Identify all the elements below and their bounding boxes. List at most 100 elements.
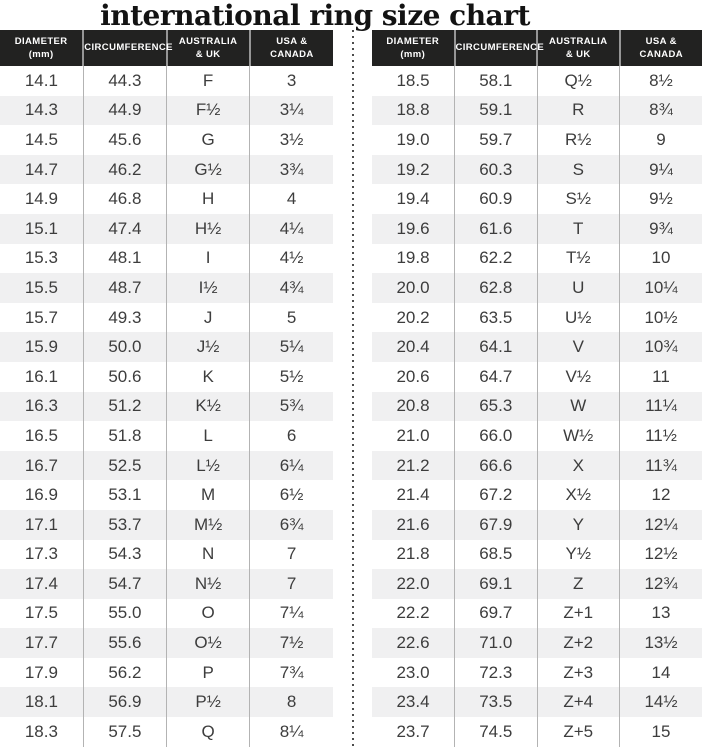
table-cell: 59.7 (454, 125, 537, 155)
table-cell: V½ (536, 361, 620, 392)
table-cell: W½ (536, 421, 620, 451)
table-header-left: DIAMETER (mm) CIRCUMFERENCE AUSTRALIA & … (0, 30, 333, 66)
table-cell: 18.5 (396, 70, 430, 90)
table-cell: 15.3 (24, 248, 58, 268)
table-cell: 73.5 (454, 687, 537, 718)
table-cell: R½ (536, 125, 620, 155)
table-cell: 6½ (249, 480, 333, 510)
table-row: 19.4 60.9 S½ 9½ (372, 184, 702, 214)
table-cell: 10¼ (619, 273, 702, 303)
table-row: 15.5 48.7 I½ 4¾ (0, 273, 333, 303)
table-cell: 63.5 (454, 302, 537, 333)
table-cell: 16.1 (24, 366, 58, 386)
table-cell: N½ (165, 569, 250, 599)
table-cell: U (536, 273, 620, 303)
table-cell: 3 (249, 66, 333, 96)
table-cell: 5¼ (249, 332, 333, 362)
table-cell: L½ (165, 450, 250, 481)
table-row: 17.3 54.3 N 7 (0, 539, 333, 570)
table-cell: 7 (249, 539, 333, 570)
table-cell: Z+5 (536, 717, 620, 747)
table-cell: 66.6 (454, 450, 537, 481)
table-body-right: 18.5 58.1 Q½ 8½ 18.8 59.1 R 8¾ 19.0 59.7 R½ 9 19.2 60… (372, 66, 702, 747)
table-cell: 4¾ (249, 273, 333, 303)
table-cell: 45.6 (82, 125, 167, 155)
table-cell: 21.4 (396, 485, 430, 505)
table-cell: 46.8 (82, 184, 167, 214)
table-cell: 50.6 (82, 361, 167, 392)
table-cell: 21.0 (396, 425, 430, 445)
table-cell: P (165, 657, 250, 688)
table-cell: I (165, 243, 250, 274)
table-cell: 14.1 (24, 70, 58, 90)
table-cell: 4½ (249, 243, 333, 274)
table-cell: 22.6 (396, 633, 430, 653)
table-cell: 53.1 (82, 480, 167, 510)
table-row: 21.6 67.9 Y 12¼ (372, 509, 702, 540)
table-cell: Q (165, 717, 250, 747)
table-cell: U½ (536, 302, 620, 333)
table-row: 14.3 44.9 F½ 3¼ (0, 95, 333, 126)
dotted-divider (351, 30, 354, 747)
tables-container: DIAMETER (mm) CIRCUMFERENCE AUSTRALIA & … (0, 30, 702, 747)
table-cell: 4 (249, 184, 333, 214)
table-cell: 69.7 (454, 598, 537, 629)
table-cell: 16.5 (24, 425, 58, 445)
table-row: 19.6 61.6 T 9¾ (372, 213, 702, 244)
table-cell: N (165, 539, 250, 570)
table-cell: 8¼ (249, 717, 333, 747)
table-cell: L (165, 421, 250, 451)
table-cell: Y (536, 509, 620, 540)
table-cell: 71.0 (454, 628, 537, 658)
table-cell: 7 (249, 569, 333, 599)
table-row: 17.1 53.7 M½ 6¾ (0, 509, 333, 540)
table-cell: 68.5 (454, 539, 537, 570)
table-row: 14.7 46.2 G½ 3¾ (0, 154, 333, 185)
table-cell: 12½ (619, 539, 702, 570)
table-row: 22.2 69.7 Z+1 13 (372, 598, 702, 629)
table-cell: 62.2 (454, 243, 537, 274)
table-cell: 18.8 (396, 100, 430, 120)
table-cell: S½ (536, 184, 620, 214)
table-row: 23.4 73.5 Z+4 14½ (372, 687, 702, 718)
table-cell: R (536, 95, 620, 126)
table-cell: 20.6 (396, 366, 430, 386)
table-cell: 59.1 (454, 95, 537, 126)
table-row: 17.7 55.6 O½ 7½ (0, 628, 333, 658)
table-cell: 54.3 (82, 539, 167, 570)
table-cell: 17.1 (24, 514, 58, 534)
table-cell: 18.1 (24, 692, 58, 712)
table-cell: 13½ (619, 628, 702, 658)
table-cell: J (165, 302, 250, 333)
table-cell: 7¾ (249, 657, 333, 688)
table-cell: 8 (249, 687, 333, 718)
table-cell: 15.9 (24, 337, 58, 357)
table-cell: 6¼ (249, 450, 333, 481)
table-cell: 55.6 (82, 628, 167, 658)
table-row: 17.9 56.2 P 7¾ (0, 657, 333, 688)
ring-size-table-right: DIAMETER (mm) CIRCUMFERENCE AUSTRALIA & … (372, 30, 702, 747)
table-cell: 14 (619, 657, 702, 688)
table-cell: 8½ (619, 66, 702, 96)
table-cell: Z (536, 569, 620, 599)
header-australia-uk: AUSTRALIA & UK (165, 30, 250, 66)
table-row: 16.9 53.1 M 6½ (0, 480, 333, 510)
table-cell: 65.3 (454, 391, 537, 422)
table-cell: 3½ (249, 125, 333, 155)
table-row: 21.4 67.2 X½ 12 (372, 480, 702, 510)
table-cell: 5½ (249, 361, 333, 392)
table-cell: 9 (619, 125, 702, 155)
page-title: international ring size chart (100, 0, 530, 32)
table-cell: 52.5 (82, 450, 167, 481)
header-row: DIAMETER (mm) CIRCUMFERENCE AUSTRALIA & … (0, 30, 333, 66)
table-cell: 19.4 (396, 189, 430, 209)
table-cell: 61.6 (454, 213, 537, 244)
table-row: 21.0 66.0 W½ 11½ (372, 421, 702, 451)
table-cell: 14.9 (24, 189, 58, 209)
header-usa-canada: USA & CANADA (618, 30, 702, 66)
table-cell: O½ (165, 628, 250, 658)
table-cell: Q½ (536, 66, 620, 96)
table-cell: 12 (619, 480, 702, 510)
table-cell: 62.8 (454, 273, 537, 303)
table-row: 19.8 62.2 T½ 10 (372, 243, 702, 274)
